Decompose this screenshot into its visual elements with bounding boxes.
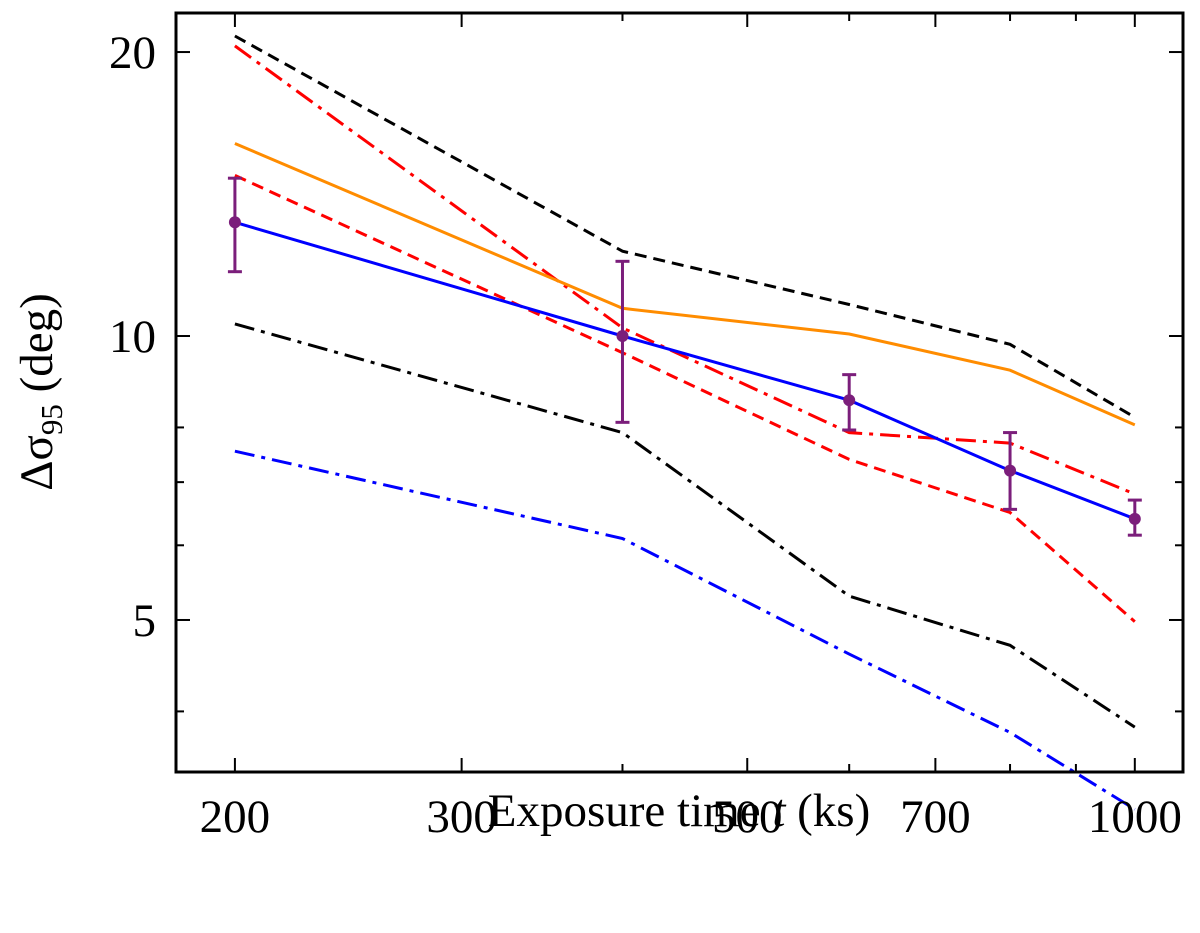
x-tick-label-200: 200 [200,791,271,843]
y-axis-label: Δσ95 (deg) [11,293,69,491]
plot-frame [174,11,1185,774]
x-axis-label-prefix: Exposure time [488,785,773,837]
x-tick-label-700: 700 [900,791,971,843]
series-line-black-dashdot [234,322,1136,729]
data-point-3 [1004,464,1017,477]
data-point-1 [616,330,629,343]
y-tick-label-5: 5 [133,595,157,647]
y-axis-label-sub: 95 [34,404,69,435]
y-axis-label-delta: Δ [11,461,63,491]
y-axis-label-sigma: σ [11,435,63,460]
y-tick-label-20: 20 [109,27,156,79]
series-lines [234,34,1136,811]
series-line-blue-solid [234,220,1136,521]
x-axis-label: Exposure time t (ks) [488,785,870,837]
x-axis-label-var: t [772,785,786,837]
x-tick-label-500: 500 [712,791,783,843]
series-line-orange-solid [234,142,1136,427]
y-axis-label-suffix: (deg) [11,293,63,404]
series-line-blue-dashdot [234,449,1136,811]
data-point-0 [228,216,241,229]
series-line-red-dashdot [234,44,1136,496]
y-tick-label-10: 10 [109,311,156,363]
series-line-red-dashed [234,174,1136,623]
error-bars [227,176,1142,537]
x-tick-label-300: 300 [426,791,497,843]
data-point-4 [1128,512,1141,525]
x-tick-label-1000: 1000 [1088,791,1182,843]
x-axis-label-suffix: (ks) [785,785,870,837]
data-point-2 [843,394,856,407]
series-line-black-dashed [234,34,1136,419]
